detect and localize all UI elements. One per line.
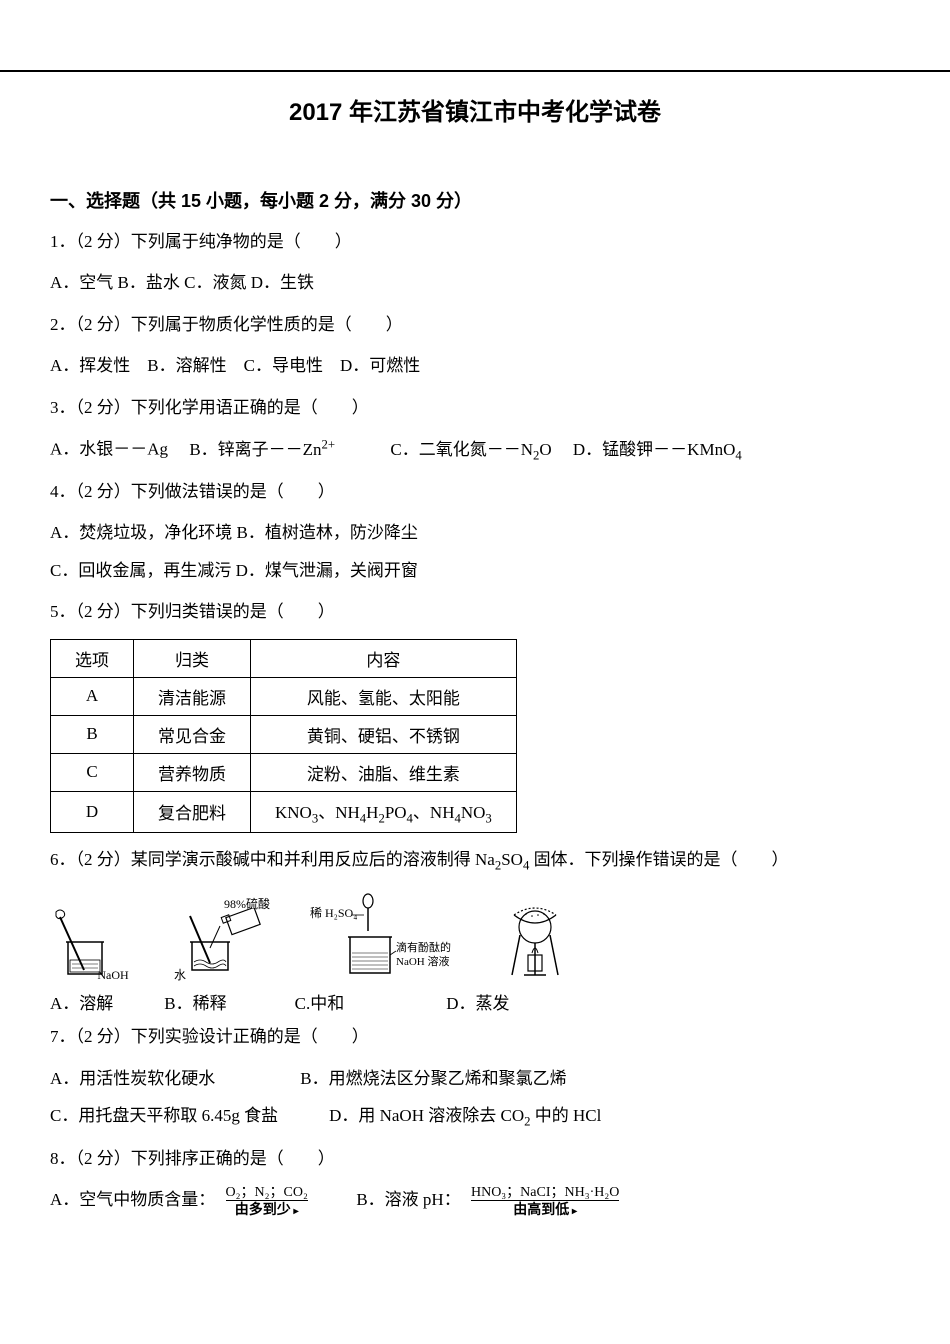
q3-stem: 3．（2 分）下列化学用语正确的是（ ）	[50, 389, 900, 426]
q7-line1: A．用活性炭软化硬水 B．用燃烧法区分聚乙烯和聚氯乙烯	[50, 1060, 900, 1097]
q8-opt-b-diagram: HNO₃；NaCI；NH₃·H₂O 由高到低	[471, 1185, 619, 1218]
q1-stem: 1．（2 分）下列属于纯净物的是（ ）	[50, 223, 900, 260]
q1-options: A．空气 B．盐水 C．液氮 D．生铁	[50, 264, 900, 301]
table-row: C 营养物质 淀粉、油脂、维生素	[51, 753, 517, 791]
table-row: A 清洁能源 风能、氢能、太阳能	[51, 677, 517, 715]
q2-options: A．挥发性 B．溶解性 C．导电性 D．可燃性	[50, 347, 900, 384]
q5-table: 选项 归类 内容 A 清洁能源 风能、氢能、太阳能 B 常见合金 黄铜、硬铝、不…	[50, 639, 517, 833]
q6-stem: 6．（2 分）某同学演示酸碱中和并利用反应后的溶液制得 Na2SO4 固体．下列…	[50, 841, 900, 879]
table-row: B 常见合金 黄铜、硬铝、不锈钢	[51, 715, 517, 753]
q4-stem: 4．（2 分）下列做法错误的是（ ）	[50, 473, 900, 510]
svg-text:稀 H₂SO₄: 稀 H₂SO₄	[310, 906, 357, 920]
q8-stem: 8．（2 分）下列排序正确的是（ ）	[50, 1140, 900, 1177]
q5-th-opt: 选项	[51, 639, 134, 677]
q6-fig-a-label: NaOH	[96, 968, 130, 983]
section-1-header: 一、选择题（共 15 小题，每小题 2 分，满分 30 分）	[50, 187, 900, 213]
q3-opt-b: B．锌离子－－Zn2+	[189, 440, 335, 459]
q5-stem: 5．（2 分）下列归类错误的是（ ）	[50, 593, 900, 630]
table-row: D 复合肥料 KNO3、NH4H2PO4、NH4NO3	[51, 791, 517, 832]
q7-stem: 7．（2 分）下列实验设计正确的是（ ）	[50, 1018, 900, 1055]
svg-text:滴有酚酞的: 滴有酚酞的	[396, 940, 451, 954]
q4-line2: C．回收金属，再生减污 D．煤气泄漏，关阀开窗	[50, 552, 900, 589]
q3-options: A．水银－－Ag B．锌离子－－Zn2+ C．二氧化氮－－N2O D．锰酸钾－－…	[50, 430, 900, 469]
q5-row-d-content: KNO3、NH4H2PO4、NH4NO3	[251, 791, 517, 832]
q6-figures: NaOH 98%硫酸 水	[50, 893, 900, 983]
exam-title: 2017 年江苏省镇江市中考化学试卷	[50, 92, 900, 127]
q6-fig-b-bottom: 水	[174, 966, 270, 983]
q6-fig-d	[500, 893, 570, 983]
q7-line2: C．用托盘天平称取 6.45g 食盐 D．用 NaOH 溶液除去 CO2 中的 …	[50, 1097, 900, 1135]
q6-fig-b: 98%硫酸 水	[170, 895, 270, 983]
q6-option-labels: A．溶解 B．稀释 C.中和 D．蒸发	[50, 989, 900, 1014]
q8-options: A．空气中物质含量： O₂；N₂；CO₂ 由多到少 B．溶液 pH： HNO₃；…	[50, 1181, 900, 1218]
q6-fig-a: NaOH	[50, 902, 130, 983]
q8-opt-b-label: B．溶液 pH：	[356, 1190, 460, 1209]
q5-th-content: 内容	[251, 639, 517, 677]
q8-opt-a-label: A．空气中物质含量：	[50, 1190, 215, 1209]
q8-opt-a-diagram: O₂；N₂；CO₂ 由多到少	[226, 1185, 308, 1218]
q2-stem: 2．（2 分）下列属于物质化学性质的是（ ）	[50, 306, 900, 343]
q6-fig-c: 稀 H₂SO₄ 滴有酚酞的 NaOH 溶液	[310, 893, 460, 983]
q3-opt-c: C．二氧化氮－－N2O	[390, 440, 551, 459]
q5-th-cat: 归类	[134, 639, 251, 677]
q3-opt-d: D．锰酸钾－－KMnO4	[573, 440, 742, 459]
svg-text:NaOH 溶液: NaOH 溶液	[396, 954, 449, 968]
q3-opt-a: A．水银－－Ag	[50, 440, 168, 459]
q4-line1: A．焚烧垃圾，净化环境 B．植树造林，防沙降尘	[50, 514, 900, 551]
